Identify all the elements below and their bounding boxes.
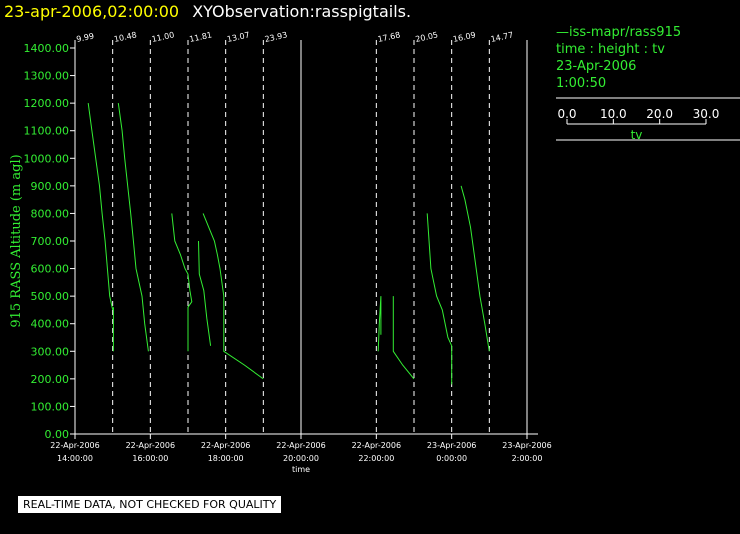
y-tick-label: 0.00 [45, 428, 70, 441]
profile-line [392, 296, 415, 380]
x-tick-time: 0:00:00 [436, 454, 467, 463]
x-tick-date: 23-Apr-2006 [427, 441, 476, 450]
y-tick-label: 700.00 [31, 235, 70, 248]
baseline-label: 23.93 [264, 30, 288, 44]
x-tick-date: 22-Apr-2006 [276, 441, 325, 450]
profile-line [117, 103, 149, 352]
profile-line [460, 185, 490, 352]
tv-scale-tick-label: 20.0 [646, 107, 673, 121]
x-tick-time: 14:00:00 [57, 454, 93, 463]
y-tick-label: 1300.00 [24, 70, 70, 83]
profile-line [87, 103, 114, 311]
header-title: XYObservation:rasspigtails. [192, 2, 412, 21]
baseline-label: 16.09 [452, 30, 476, 44]
y-axis-title: 915 RASS Altitude (m agl) [9, 154, 24, 327]
tv-scale-tick-label: 0.0 [557, 107, 576, 121]
legend-date: 23-Apr-2006 [556, 59, 637, 74]
baseline-label: 9.99 [76, 31, 95, 44]
baseline-label: 10.48 [113, 30, 137, 44]
x-tick-date: 22-Apr-2006 [201, 441, 250, 450]
legend-time: 1:00:50 [556, 76, 607, 91]
quality-notice: REAL-TIME DATA, NOT CHECKED FOR QUALITY [18, 496, 282, 513]
profile-line [198, 240, 212, 346]
y-tick-label: 1000.00 [24, 152, 70, 165]
x-tick-time: 16:00:00 [132, 454, 168, 463]
profile-line [377, 296, 382, 352]
y-tick-label: 500.00 [31, 290, 70, 303]
tv-scale-tick-label: 10.0 [600, 107, 627, 121]
x-axis-title: time [292, 465, 310, 474]
tv-scale-tick-label: 30.0 [693, 107, 720, 121]
y-tick-label: 200.00 [31, 373, 70, 386]
profile-line [202, 213, 264, 380]
y-tick-label: 400.00 [31, 318, 70, 331]
x-tick-time: 20:00:00 [283, 454, 319, 463]
baseline-label: 11.81 [189, 30, 213, 44]
legend-variables: time : height : tv [556, 42, 665, 57]
x-tick-time: 22:00:00 [358, 454, 394, 463]
tv-scale-label: tv [631, 128, 643, 142]
x-tick-date: 23-Apr-2006 [502, 441, 551, 450]
y-tick-label: 800.00 [31, 207, 70, 220]
y-tick-label: 1400.00 [24, 42, 70, 55]
y-tick-label: 900.00 [31, 180, 70, 193]
legend-panel: —iss-mapr/rass915 time : height : tv 23-… [556, 24, 740, 92]
chart-header: 23-apr-2006,02:00:00 XYObservation:rassp… [4, 2, 411, 21]
profile-line [426, 213, 453, 385]
x-tick-date: 22-Apr-2006 [50, 441, 99, 450]
baseline-label: 13.07 [226, 30, 250, 44]
profile-line [171, 213, 193, 352]
y-tick-label: 1100.00 [24, 125, 70, 138]
y-tick-label: 1200.00 [24, 97, 70, 110]
y-tick-label: 600.00 [31, 263, 70, 276]
baseline-label: 20.05 [415, 30, 439, 44]
x-tick-time: 2:00:00 [512, 454, 543, 463]
baseline-label: 11.00 [151, 30, 175, 44]
y-tick-label: 300.00 [31, 345, 70, 358]
header-timestamp: 23-apr-2006,02:00:00 [4, 2, 180, 21]
baseline-label: 14.77 [490, 30, 514, 44]
y-tick-label: 100.00 [31, 400, 70, 413]
x-tick-date: 22-Apr-2006 [126, 441, 175, 450]
baseline-label: 17.68 [377, 30, 401, 44]
legend-series-name: —iss-mapr/rass915 [556, 25, 682, 40]
x-tick-date: 22-Apr-2006 [352, 441, 401, 450]
x-tick-time: 18:00:00 [208, 454, 244, 463]
